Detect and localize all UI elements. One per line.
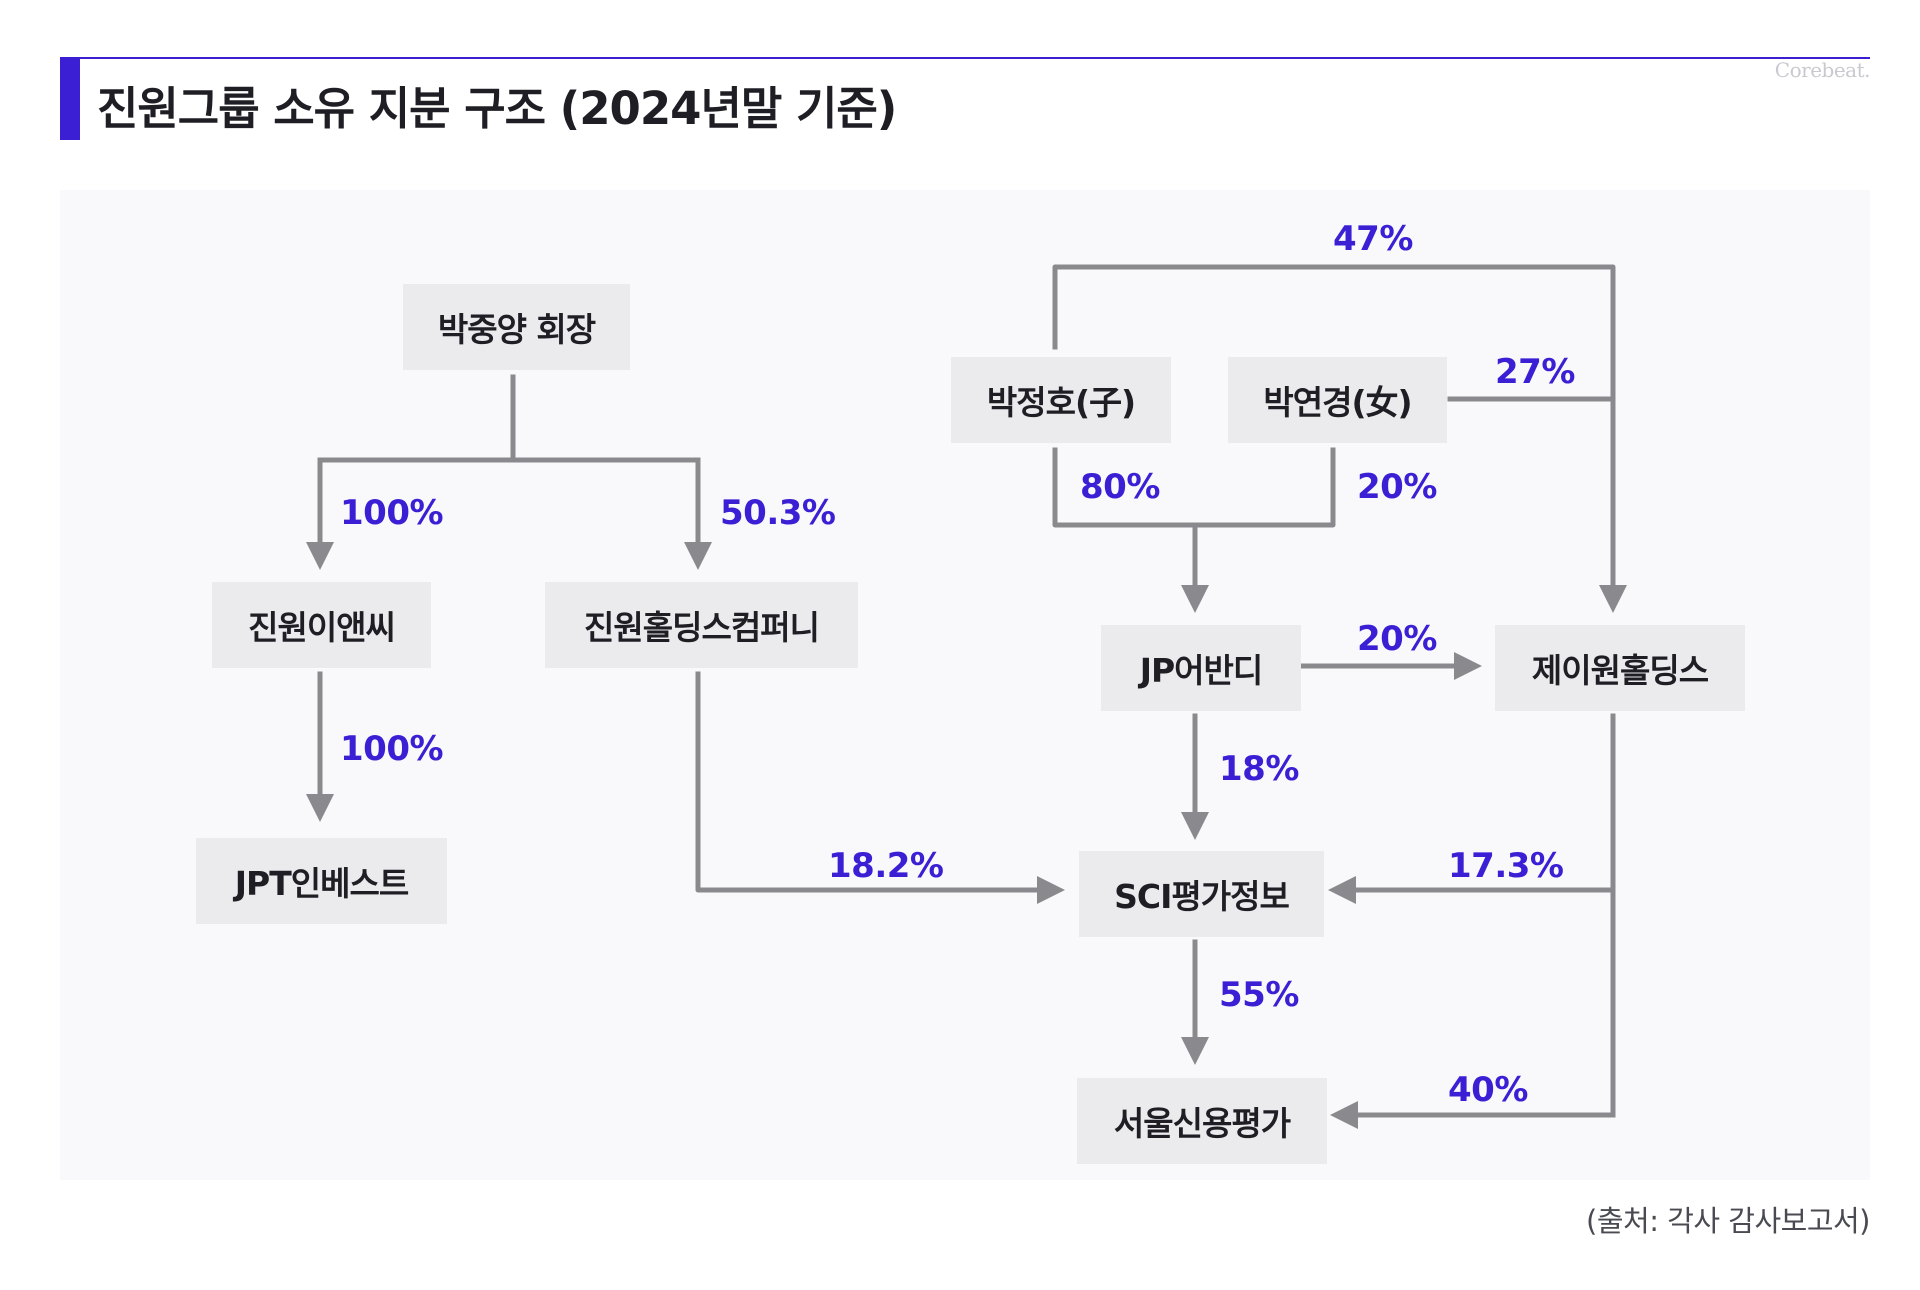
source-note: (출처: 각사 감사보고서) xyxy=(1586,1204,1870,1238)
edge-label-jungho-to-jwon: 47% xyxy=(1333,219,1413,259)
arrowhead-seoul-from-jwon xyxy=(1330,1101,1358,1129)
connector-47-loop xyxy=(1052,264,1616,596)
page-title: 진원그룹 소유 지분 구조 (2024년말 기준) xyxy=(97,82,897,135)
brand-watermark: Corebeat. xyxy=(1774,58,1871,82)
edge-label-jp-to-sci: 18% xyxy=(1219,749,1299,789)
node-chairman: 박중양 회장 xyxy=(403,284,630,370)
edge-label-chairman-to-holdings-company: 50.3% xyxy=(720,493,836,533)
edge-label-yeonkyung-to-jwon: 27% xyxy=(1495,352,1575,392)
edge-label-jungho-to-jp: 80% xyxy=(1080,467,1160,507)
arrowhead-sci-from-holdings-company xyxy=(1037,876,1065,904)
edge-label-sci-to-seoul: 55% xyxy=(1219,975,1299,1015)
node-jpt-invest: JPT인베스트 xyxy=(196,838,447,924)
title-accent-bar xyxy=(60,59,80,140)
edge-label-jwon-to-sci: 17.3% xyxy=(1448,846,1564,886)
arrowhead-seoul-from-sci xyxy=(1181,1037,1209,1065)
top-rule xyxy=(60,57,1870,59)
node-seoul-credit: 서울신용평가 xyxy=(1077,1078,1327,1164)
node-jwon-holdings: 제이원홀딩스 xyxy=(1495,625,1745,711)
connector-holdings-company-to-sci xyxy=(695,671,1048,893)
arrowhead-jwon-from-jp xyxy=(1454,652,1482,680)
edge-label-jwon-to-seoul: 40% xyxy=(1448,1070,1528,1110)
edge-label-chairman-to-anc: 100% xyxy=(340,493,444,533)
node-jinwon-holdings-company: 진원홀딩스컴퍼니 xyxy=(545,582,858,668)
arrowhead-jinwon-anc xyxy=(306,542,334,570)
node-park-yeonkyung: 박연경(女) xyxy=(1228,357,1447,443)
node-sci-info: SCI평가정보 xyxy=(1079,851,1324,937)
arrowhead-sci-from-jp xyxy=(1181,812,1209,840)
arrowhead-jp xyxy=(1181,585,1209,613)
arrowhead-sci-from-jwon xyxy=(1328,876,1356,904)
edge-label-jp-to-jwon: 20% xyxy=(1357,619,1437,659)
edge-label-yeonkyung-to-jp: 20% xyxy=(1357,467,1437,507)
node-jinwon-anc: 진원이앤씨 xyxy=(212,582,431,668)
edge-label-anc-to-jpt: 100% xyxy=(340,729,444,769)
edge-label-holdings-company-to-sci: 18.2% xyxy=(828,846,944,886)
node-jp-advandi: JP어반디 xyxy=(1101,625,1301,711)
arrowhead-jinwon-holdings-company xyxy=(684,542,712,570)
node-park-jungho: 박정호(子) xyxy=(951,357,1171,443)
arrowhead-jpt xyxy=(306,794,334,822)
arrowhead-jwon-from-47 xyxy=(1599,585,1627,613)
